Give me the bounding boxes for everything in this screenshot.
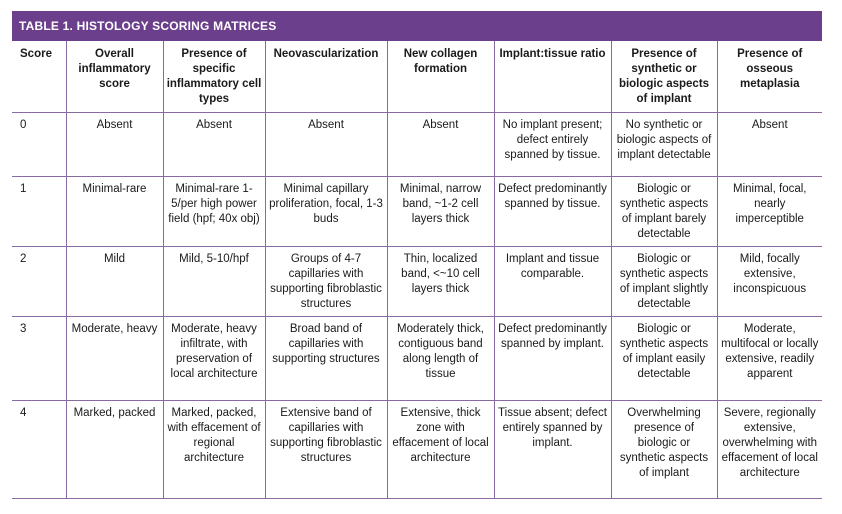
header-implant-tissue-ratio: Implant:tissue ratio (493, 41, 611, 113)
header-score: Score (12, 41, 66, 113)
table-cell: Minimal, focal, nearly imperceptible (716, 176, 822, 247)
table-cell: Defect predominantly spanned by implant. (493, 316, 611, 401)
table-cell: Minimal, narrow band, ~1-2 cell layers t… (386, 176, 494, 247)
table-row: 0 Absent Absent Absent Absent No implant… (12, 112, 822, 177)
score-cell: 0 (12, 112, 66, 177)
table-cell: Biologic or synthetic aspects of implant… (610, 246, 717, 317)
table-cell: Moderate, multifocal or locally extensiv… (716, 316, 822, 401)
table-cell: Groups of 4-7 capillaries with supportin… (264, 246, 387, 317)
table-title: TABLE 1. HISTOLOGY SCORING MATRICES (12, 11, 822, 41)
score-cell: 1 (12, 176, 66, 247)
table-row: 3 Moderate, heavy Moderate, heavy infilt… (12, 316, 822, 401)
table-cell: Mild (65, 246, 163, 317)
table-cell: Mild, 5-10/hpf (162, 246, 265, 317)
header-inflammatory-cell-types: Presence of specific inflammatory cell t… (162, 41, 265, 113)
table-header-row: Score Overall inflammatory score Presenc… (12, 41, 822, 113)
header-overall-inflammatory-score: Overall inflammatory score (65, 41, 163, 113)
table-cell: Marked, packed (65, 400, 163, 499)
table-cell: Biologic or synthetic aspects of implant… (610, 176, 717, 247)
table-cell: Moderately thick, contiguous band along … (386, 316, 494, 401)
table-cell: Minimal-rare 1-5/per high power field (h… (162, 176, 265, 247)
table-cell: No synthetic or biologic aspects of impl… (610, 112, 717, 177)
table-cell: Moderate, heavy (65, 316, 163, 401)
table-cell: Moderate, heavy infiltrate, with preserv… (162, 316, 265, 401)
table-cell: Severe, regionally extensive, overwhelmi… (716, 400, 822, 499)
table-cell: Broad band of capillaries with supportin… (264, 316, 387, 401)
table-row: 1 Minimal-rare Minimal-rare 1-5/per high… (12, 176, 822, 247)
histology-scoring-table: Score Overall inflammatory score Presenc… (12, 41, 822, 499)
table-cell: Defect predominantly spanned by tissue. (493, 176, 611, 247)
table-cell: No implant present; defect entirely span… (493, 112, 611, 177)
table-cell: Marked, packed, with effacement of regio… (162, 400, 265, 499)
table-row: 2 Mild Mild, 5-10/hpf Groups of 4-7 capi… (12, 246, 822, 317)
score-cell: 3 (12, 316, 66, 401)
table-cell: Extensive band of capillaries with suppo… (264, 400, 387, 499)
table-cell: Mild, focally extensive, inconspicuous (716, 246, 822, 317)
table-cell: Extensive, thick zone with effacement of… (386, 400, 494, 499)
table-cell: Absent (386, 112, 494, 177)
table-cell: Absent (264, 112, 387, 177)
table-cell: Tissue absent; defect entirely spanned b… (493, 400, 611, 499)
header-new-collagen-formation: New collagen formation (386, 41, 494, 113)
table-cell: Absent (65, 112, 163, 177)
table-cell: Overwhelming presence of biologic or syn… (610, 400, 717, 499)
header-neovascularization: Neovascularization (264, 41, 387, 113)
header-synthetic-biologic-aspects: Presence of synthetic or biologic aspect… (610, 41, 717, 113)
table-cell: Thin, localized band, <~10 cell layers t… (386, 246, 494, 317)
score-cell: 4 (12, 400, 66, 499)
table-cell: Absent (162, 112, 265, 177)
table-cell: Absent (716, 112, 822, 177)
score-cell: 2 (12, 246, 66, 317)
table-cell: Implant and tissue comparable. (493, 246, 611, 317)
table-row: 4 Marked, packed Marked, packed, with ef… (12, 400, 822, 499)
table-cell: Minimal capillary proliferation, focal, … (264, 176, 387, 247)
header-osseous-metaplasia: Presence of osseous metaplasia (716, 41, 822, 113)
table-cell: Minimal-rare (65, 176, 163, 247)
table-cell: Biologic or synthetic aspects of implant… (610, 316, 717, 401)
